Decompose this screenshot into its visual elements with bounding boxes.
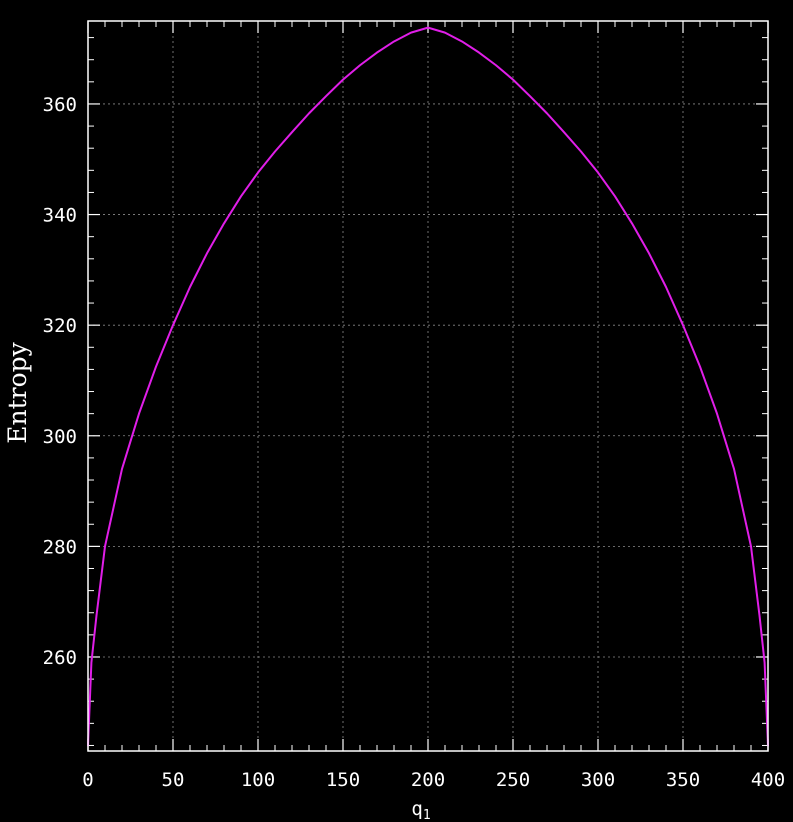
minor-tick-layer — [88, 21, 768, 751]
x-tick-label: 100 — [241, 769, 275, 791]
x-tick-label: 300 — [581, 769, 615, 791]
y-tick-labels: 260 280 300 320 340 360 — [43, 94, 77, 669]
y-tick-label: 280 — [43, 536, 77, 558]
series-layer — [87, 26, 769, 747]
plot-border — [87, 20, 769, 752]
x-tick-label: 150 — [326, 769, 360, 791]
x-tick-label: 250 — [496, 769, 530, 791]
x-axis-label: q1 — [411, 798, 430, 822]
entropy-curve — [87, 26, 769, 747]
grid-layer — [88, 21, 768, 751]
y-tick-label: 360 — [43, 94, 77, 116]
y-tick-label: 320 — [43, 315, 77, 337]
x-tick-label: 0 — [82, 769, 93, 791]
y-tick-label: 300 — [43, 426, 77, 448]
x-tick-label: 350 — [666, 769, 700, 791]
y-tick-label: 340 — [43, 205, 77, 227]
x-tick-label: 400 — [751, 769, 785, 791]
x-tick-label: 50 — [162, 769, 185, 791]
x-axis-label-main: q — [411, 798, 422, 820]
x-tick-labels: 0 50 100 150 200 250 300 350 400 — [82, 769, 785, 791]
y-axis-label: Entropy — [3, 341, 32, 443]
y-tick-label: 260 — [43, 647, 77, 669]
x-axis-label-subscript: 1 — [423, 808, 431, 822]
x-tick-label: 200 — [411, 769, 445, 791]
